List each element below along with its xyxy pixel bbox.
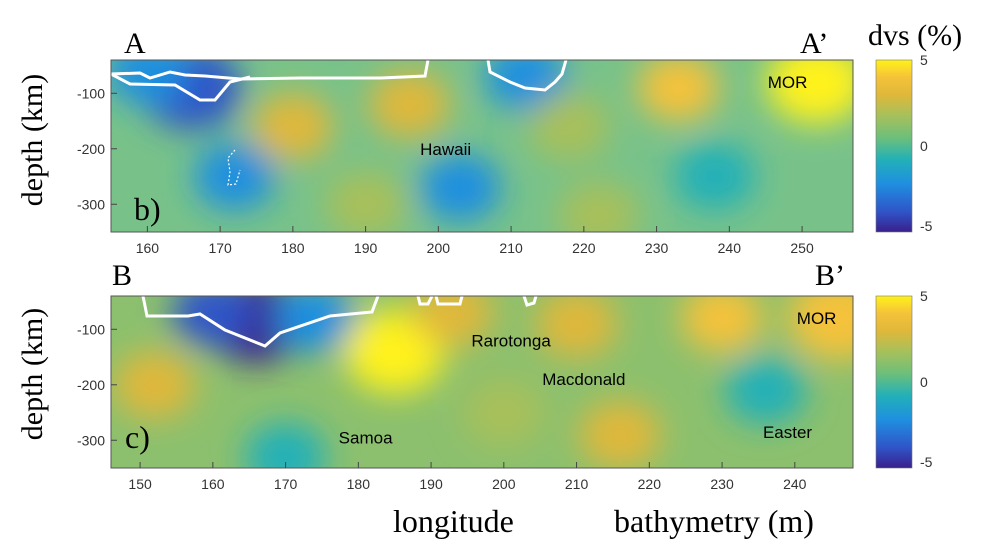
plot-frame	[110, 59, 854, 233]
anomaly-blob	[419, 153, 501, 222]
x-tick-label: 250	[790, 240, 814, 256]
y-tick-label: -300	[77, 196, 105, 212]
x-tick-label: 240	[718, 240, 742, 256]
panel-b: -100 -200 -300 160 170 180 190 200 210 220 230 240…	[77, 59, 854, 256]
contour-lines	[111, 60, 568, 186]
panel-c: -100 -200 -300 150 160 170 180 190 200 210 220 230…	[77, 295, 854, 492]
x-tick-label: 190	[419, 476, 443, 492]
x-tick-label: 210	[565, 476, 589, 492]
x-tick-label: 170	[274, 476, 298, 492]
section-label-b: B	[112, 259, 132, 292]
x-tick-label: 180	[347, 476, 371, 492]
x-tick-label: 220	[638, 476, 662, 492]
anomaly-blob	[324, 170, 407, 232]
annotation-label: MOR	[768, 73, 808, 92]
annotation-label: MOR	[797, 309, 837, 328]
anomaly-blob	[528, 92, 611, 161]
x-tick-label: 200	[427, 240, 451, 256]
colorbar-tick-label: 5	[920, 52, 928, 68]
anomaly-blob	[193, 142, 276, 211]
anomaly-blob	[681, 296, 763, 353]
anomaly-blob	[244, 422, 327, 468]
y-axis: -100 -200 -300	[77, 321, 117, 448]
x-tick-label: 190	[354, 240, 378, 256]
colorbar-gradient	[875, 295, 913, 469]
colorbar-tick-label: 0	[920, 138, 928, 154]
x-tick-label: 180	[281, 240, 305, 256]
annotations: MOR Hawaii	[420, 73, 807, 159]
annotation-label: Hawaii	[420, 140, 471, 159]
x-tick-label: 240	[783, 476, 807, 492]
x-tick-label: 170	[208, 240, 232, 256]
annotation-label: Rarotonga	[471, 331, 551, 350]
colorbar-title: dvs (%)	[868, 19, 962, 52]
x-axis: 150 160 170 180 190 200 210 220 230 240	[128, 462, 807, 492]
x-tick-label: 210	[499, 240, 523, 256]
x-tick-label: 160	[136, 240, 160, 256]
colorbar-ticks: 5 0 -5	[920, 52, 933, 234]
section-label-b-prime: B’	[815, 259, 845, 292]
plot-frame	[110, 295, 854, 469]
panel-label: c)	[125, 419, 150, 455]
anomaly-blob	[273, 296, 356, 353]
contour-lines	[141, 296, 538, 348]
annotation-label: Macdonald	[542, 370, 625, 389]
colorbar-tick-label: 0	[920, 374, 928, 390]
anomaly-blob	[412, 296, 494, 347]
y-tick-label: -100	[77, 85, 105, 101]
y-tick-label: -100	[77, 321, 105, 337]
anomaly-blob	[788, 296, 853, 361]
colorbar-c: 5 0 -5	[875, 288, 933, 470]
colorbar-b: 5 0 -5	[875, 52, 933, 234]
section-label-a-prime: A’	[800, 27, 828, 60]
heatmap-field	[111, 60, 853, 232]
colorbar-ticks: 5 0 -5	[920, 288, 933, 470]
anomaly-blob	[766, 60, 853, 125]
annotation-label: Samoa	[339, 428, 393, 447]
x-tick-label: 150	[128, 476, 152, 492]
y-tick-label: -300	[77, 432, 105, 448]
y-tick-label: -200	[77, 377, 105, 393]
section-label-a: A	[124, 27, 146, 60]
y-axis: -100 -200 -300	[77, 85, 117, 212]
anomaly-blob	[724, 356, 807, 425]
anomaly-blob	[368, 70, 451, 139]
anomaly-blob	[111, 60, 189, 106]
x-tick-label: 200	[492, 476, 516, 492]
colorbar-tick-label: 5	[920, 288, 928, 304]
x-tick-label: 160	[201, 476, 225, 492]
annotation-label: Easter	[763, 423, 812, 442]
anomaly-blob	[252, 92, 334, 161]
panel-label: b)	[134, 191, 161, 227]
anomaly-blob	[484, 60, 567, 111]
anomaly-blob	[535, 296, 618, 358]
y-tick-label: -200	[77, 141, 105, 157]
y-axis-title: depth (km)	[16, 308, 49, 440]
x-tick-label: 220	[572, 240, 596, 256]
x-tick-label: 230	[645, 240, 669, 256]
bathymetry-label: bathymetry (m)	[614, 503, 814, 539]
anomaly-blob	[557, 181, 640, 232]
colorbar-tick-label: -5	[920, 218, 933, 234]
x-axis: 160 170 180 190 200 210 220 230 240 250	[136, 226, 814, 256]
colorbar-tick-label: -5	[920, 454, 933, 470]
anomaly-blob	[463, 378, 545, 447]
annotations: MOR Rarotonga Macdonald Samoa Easter	[339, 309, 837, 447]
anomaly-blob	[673, 142, 756, 211]
y-axis-title: depth (km)	[16, 74, 49, 206]
anomaly-blob	[113, 350, 196, 419]
x-axis-title: longitude	[393, 503, 514, 539]
anomaly-blob	[637, 60, 720, 122]
colorbar-gradient	[875, 59, 913, 233]
anomaly-blob	[579, 400, 662, 468]
x-tick-label: 230	[710, 476, 734, 492]
